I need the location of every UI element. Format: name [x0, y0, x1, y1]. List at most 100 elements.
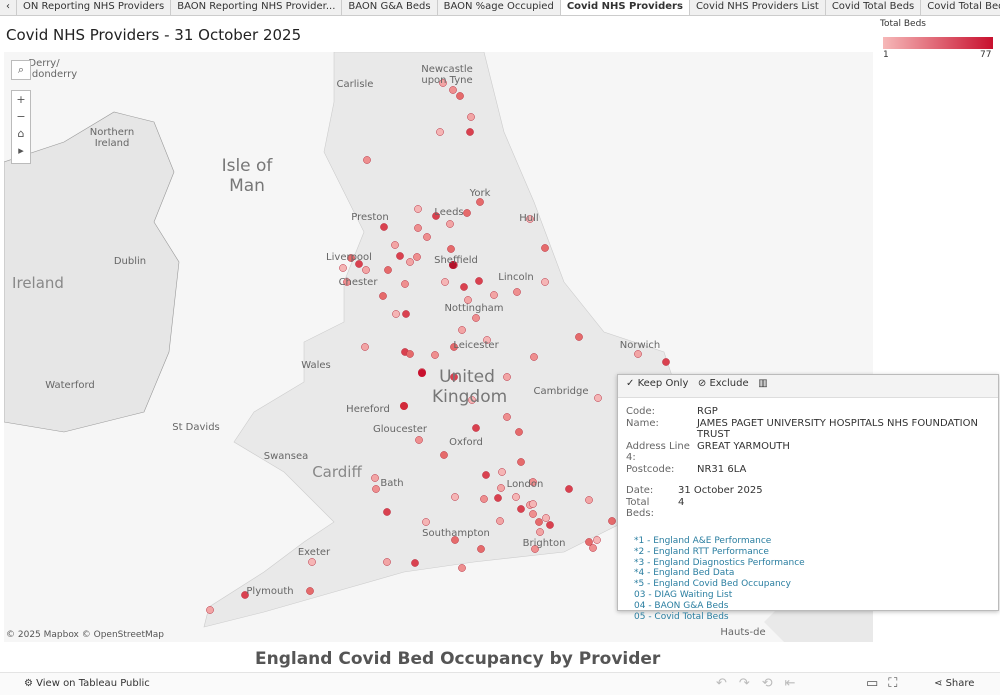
provider-dot[interactable]: [372, 485, 380, 493]
provider-dot[interactable]: [585, 538, 593, 546]
provider-dot[interactable]: [406, 258, 414, 266]
provider-dot[interactable]: [446, 220, 454, 228]
provider-dot[interactable]: [241, 591, 249, 599]
provider-dot[interactable]: [384, 266, 392, 274]
provider-dot[interactable]: [422, 518, 430, 526]
provider-dot[interactable]: [467, 113, 475, 121]
tab[interactable]: Covid Total Beds: [826, 0, 922, 15]
provider-dot[interactable]: [515, 428, 523, 436]
provider-dot[interactable]: [593, 536, 601, 544]
provider-dot[interactable]: [450, 373, 458, 381]
provider-dot[interactable]: [458, 326, 466, 334]
provider-dot[interactable]: [361, 343, 369, 351]
provider-dot[interactable]: [380, 223, 388, 231]
tab[interactable]: Covid NHS Providers: [560, 0, 690, 15]
provider-dot[interactable]: [414, 205, 422, 213]
provider-dot[interactable]: [400, 402, 408, 410]
provider-dot[interactable]: [415, 436, 423, 444]
provider-dot[interactable]: [529, 510, 537, 518]
tooltip-link[interactable]: *1 - England A&E Performance: [634, 536, 772, 546]
provider-dot[interactable]: [594, 394, 602, 402]
provider-dot[interactable]: [383, 508, 391, 516]
provider-dot[interactable]: [451, 493, 459, 501]
provider-dot[interactable]: [634, 350, 642, 358]
tooltip-link[interactable]: *5 - England Covid Bed Occupancy: [634, 579, 791, 590]
provider-dot[interactable]: [589, 544, 597, 552]
exclude[interactable]: ⊘ Exclude: [697, 378, 749, 389]
provider-dot[interactable]: [441, 278, 449, 286]
provider-dot[interactable]: [517, 458, 525, 466]
view-on-tableau[interactable]: ⚙ View on Tableau Public: [24, 678, 150, 689]
provider-dot[interactable]: [472, 314, 480, 322]
provider-dot[interactable]: [494, 494, 502, 502]
provider-dot[interactable]: [432, 212, 440, 220]
provider-dot[interactable]: [383, 558, 391, 566]
map[interactable]: Newcastle upon Tyne Carlisle Derry/ London…: [4, 52, 873, 642]
provider-dot[interactable]: [585, 496, 593, 504]
provider-dot[interactable]: [608, 517, 616, 525]
undo-redo-revert[interactable]: ↶↷⟲⇤: [716, 676, 808, 691]
provider-dot[interactable]: [513, 288, 521, 296]
provider-dot[interactable]: [482, 471, 490, 479]
provider-dot[interactable]: [339, 264, 347, 272]
provider-dot[interactable]: [476, 198, 484, 206]
provider-dot[interactable]: [308, 558, 316, 566]
search-button[interactable]: ⌕: [11, 60, 31, 80]
tooltip-link[interactable]: *3 - England Diagnostics Performance: [634, 557, 805, 568]
keep-only[interactable]: ✓ Keep Only: [626, 378, 689, 389]
provider-dot[interactable]: [401, 280, 409, 288]
provider-dot[interactable]: [362, 266, 370, 274]
provider-dot[interactable]: [496, 517, 504, 525]
provider-dot[interactable]: [447, 245, 455, 253]
provider-dot[interactable]: [343, 278, 351, 286]
provider-dot[interactable]: [490, 291, 498, 299]
provider-dot[interactable]: [575, 333, 583, 341]
provider-dot[interactable]: [477, 545, 485, 553]
provider-dot[interactable]: [347, 254, 355, 262]
provider-dot[interactable]: [439, 79, 447, 87]
device-fullscreen[interactable]: ▭⛶: [866, 676, 908, 691]
zoom-controls[interactable]: + − ⌂ ▸: [11, 90, 31, 164]
tooltip-link[interactable]: 04 - BAON G&A Beds: [634, 600, 729, 611]
share-button[interactable]: ⋖ Share: [934, 678, 975, 689]
provider-dot[interactable]: [526, 215, 534, 223]
provider-dot[interactable]: [512, 493, 520, 501]
provider-dot[interactable]: [464, 296, 472, 304]
provider-dot[interactable]: [458, 564, 466, 572]
provider-dot[interactable]: [379, 292, 387, 300]
provider-dot[interactable]: [436, 128, 444, 136]
tab[interactable]: Covid Total Beds by Year: [921, 0, 1000, 15]
provider-dot[interactable]: [541, 278, 549, 286]
provider-dot[interactable]: [449, 261, 457, 269]
provider-dot[interactable]: [466, 128, 474, 136]
provider-dot[interactable]: [565, 485, 573, 493]
provider-dot[interactable]: [392, 310, 400, 318]
provider-dot[interactable]: [371, 474, 379, 482]
tooltip-link[interactable]: *4 - England Bed Data: [634, 568, 735, 579]
provider-dot[interactable]: [483, 336, 491, 344]
provider-dot[interactable]: [503, 373, 511, 381]
provider-dot[interactable]: [423, 233, 431, 241]
provider-dot[interactable]: [530, 353, 538, 361]
provider-dot[interactable]: [451, 536, 459, 544]
provider-dot[interactable]: [503, 413, 511, 421]
provider-dot[interactable]: [468, 396, 476, 404]
provider-dot[interactable]: [529, 478, 537, 486]
provider-dot[interactable]: [413, 253, 421, 261]
provider-dot[interactable]: [546, 521, 554, 529]
provider-dot[interactable]: [472, 424, 480, 432]
provider-dot[interactable]: [363, 156, 371, 164]
tooltip-link[interactable]: 05 - Covid Total Beds: [634, 611, 729, 622]
view-data[interactable]: ▥: [758, 378, 768, 389]
tab[interactable]: BAON %age Occupied: [438, 0, 561, 15]
tooltip-link[interactable]: 03 - DIAG Waiting List: [634, 589, 733, 600]
provider-dot[interactable]: [541, 244, 549, 252]
provider-dot[interactable]: [411, 559, 419, 567]
provider-dot[interactable]: [206, 606, 214, 614]
provider-dot[interactable]: [535, 518, 543, 526]
provider-dot[interactable]: [480, 495, 488, 503]
provider-dot[interactable]: [450, 343, 458, 351]
provider-dot[interactable]: [542, 514, 550, 522]
provider-dot[interactable]: [406, 350, 414, 358]
provider-dot[interactable]: [402, 310, 410, 318]
